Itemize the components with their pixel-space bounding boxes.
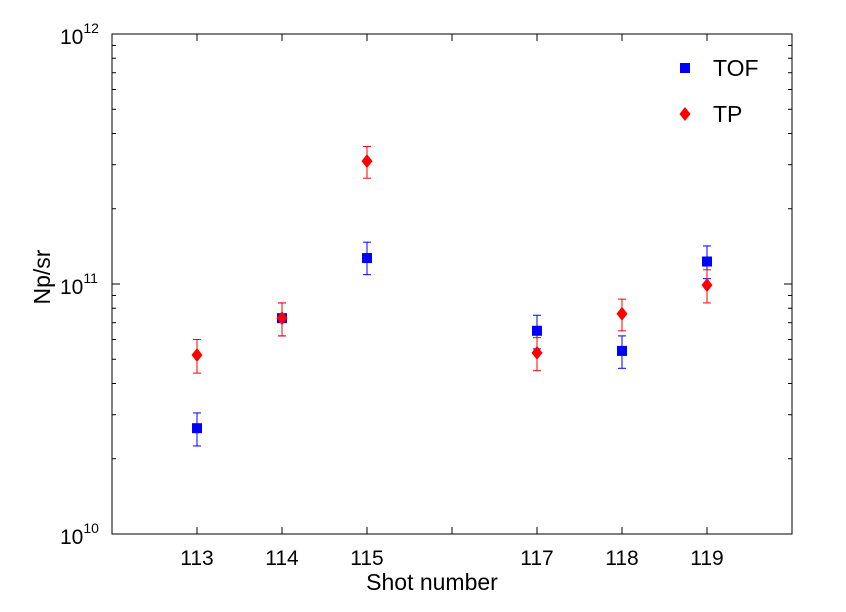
x-axis-label: Shot number xyxy=(366,569,498,595)
data-point-tof xyxy=(617,345,627,356)
series-tof xyxy=(192,241,712,447)
x-tick-label: 113 xyxy=(180,547,213,570)
data-point-tp xyxy=(361,154,373,169)
tick-labels-layer: 113 114 115 117 118 119 1010 1011 1012 xyxy=(60,20,724,570)
x-tick-label: 117 xyxy=(520,547,553,570)
data-point-tof xyxy=(702,256,712,267)
ticks-layer xyxy=(111,33,793,535)
data-point-tof xyxy=(192,423,202,434)
legend-marker-tp xyxy=(679,107,691,121)
x-tick-label: 118 xyxy=(605,547,638,570)
y-tick-label: 1010 xyxy=(60,520,99,549)
x-tick-label: 114 xyxy=(265,547,299,570)
legend-label-tof: TOF xyxy=(713,55,759,81)
data-point-tp xyxy=(616,306,628,321)
legend-label-tp: TP xyxy=(713,101,742,127)
y-axis-label: Np/sr xyxy=(29,249,55,304)
series-tp xyxy=(191,145,713,374)
data-point-tof xyxy=(532,325,542,336)
legend: TOF TP xyxy=(679,55,759,127)
x-tick-label: 115 xyxy=(350,547,383,570)
data-point-tp xyxy=(701,278,713,293)
y-tick-label: 1011 xyxy=(60,270,98,299)
legend-marker-tof xyxy=(680,63,690,73)
plot-area-frame xyxy=(111,33,793,535)
data-point-tp xyxy=(531,345,543,360)
data-point-tp xyxy=(276,311,288,326)
data-layer xyxy=(191,145,713,447)
x-tick-label: 119 xyxy=(690,547,723,570)
y-tick-label: 1012 xyxy=(60,20,99,49)
data-point-tof xyxy=(362,253,372,264)
data-point-tp xyxy=(191,347,203,362)
